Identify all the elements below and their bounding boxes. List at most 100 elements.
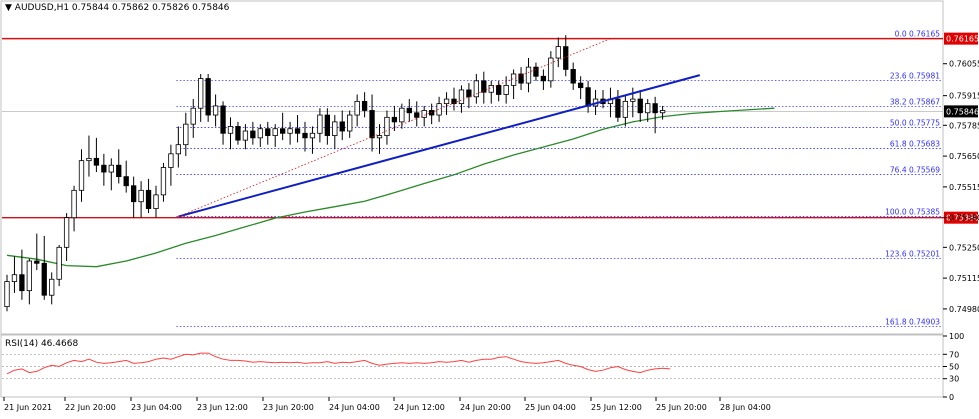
rsi-tick-label: 100 (949, 332, 964, 341)
candle-body (302, 132, 308, 139)
price-tick-label: 0.75250 (949, 243, 979, 252)
rsi-tick-label: 0 (949, 393, 954, 402)
price-tick-label: 0.74980 (949, 305, 979, 314)
candle-body (138, 189, 144, 203)
fib-level-label: 38.2 0.75867 (890, 98, 940, 107)
price-tick-label: 0.75915 (949, 92, 979, 101)
candle-body (414, 112, 420, 118)
time-tick-label: 24 Jun 04:00 (329, 403, 380, 412)
candle (309, 126, 316, 154)
candle (130, 176, 137, 218)
candle-body (56, 246, 62, 280)
price-tick-label: 0.75380 (949, 214, 979, 223)
candle-body (451, 98, 457, 105)
candle (56, 245, 62, 287)
candle (548, 51, 554, 88)
collapse-triangle-icon[interactable]: ▼ (5, 3, 12, 13)
candle-body (384, 116, 390, 136)
trendlines[interactable] (178, 38, 701, 218)
candle (116, 149, 122, 184)
horizontal-lines[interactable]: 0.76165 0.75380 0.75846 (2, 32, 979, 224)
candle-body (503, 84, 509, 95)
moving-average (6, 107, 775, 268)
candle (11, 256, 18, 293)
candle (220, 101, 226, 145)
candle (421, 105, 427, 127)
candle (279, 112, 286, 141)
price-tick-label: 0.75515 (949, 183, 979, 192)
candle-body (466, 89, 472, 98)
candle (19, 249, 25, 300)
rsi-indicator: 100 70 50 30 0 (2, 332, 964, 402)
candle (369, 94, 375, 152)
current-price-label: 0.75846 (946, 107, 979, 116)
fibonacci-levels[interactable]: 0.0 0.76165 23.6 0.75981 38.2 0.75867 50.0 … (176, 30, 941, 327)
fib-level-label: 100.0 0.75385 (885, 208, 940, 217)
candle (361, 92, 368, 118)
candle-body (287, 128, 293, 134)
candle-body (41, 262, 47, 296)
candle-body (458, 89, 465, 105)
candle (324, 108, 331, 145)
candle-body (659, 110, 666, 114)
candle-body (570, 69, 576, 84)
trendline (178, 74, 701, 218)
candle (406, 99, 412, 122)
candle-body (488, 84, 494, 93)
candle-body (34, 260, 40, 264)
candle (26, 258, 33, 305)
candle (145, 178, 152, 214)
candle (384, 110, 390, 145)
price-tick-label: 0.75785 (949, 121, 979, 130)
candle-body (205, 78, 211, 116)
ma-line (6, 107, 775, 268)
candle-body (108, 164, 114, 173)
candle-body (175, 144, 182, 155)
candle-body (510, 73, 517, 86)
candle-body (145, 189, 152, 209)
fib-level-label: 61.8 0.75683 (890, 140, 940, 149)
candle-body (26, 260, 33, 292)
price-pane (0, 0, 944, 335)
candle (71, 185, 77, 232)
symbol-ohlc: AUDUSD,H1 0.75844 0.75862 0.75826 0.7584… (14, 3, 230, 13)
rsi-tick-label: 70 (949, 350, 959, 359)
time-tick-label: 23 Jun 04:00 (131, 403, 182, 412)
candle-body (376, 135, 383, 139)
candle (645, 99, 651, 122)
candle (622, 94, 628, 127)
candle-body (257, 128, 263, 139)
candle (332, 115, 338, 150)
time-tick-label: 21 Jun 2021 (4, 403, 52, 412)
candle-body (473, 80, 480, 98)
candle-body (220, 105, 226, 134)
candle (540, 69, 547, 90)
candle-body (436, 103, 442, 116)
candle-body (78, 160, 85, 191)
price-label: 0.76165 (946, 35, 979, 44)
candle (481, 71, 487, 104)
candles (4, 35, 666, 312)
candle-body (324, 114, 331, 136)
candle-body (265, 128, 271, 136)
candle-body (101, 164, 107, 173)
time-tick-label: 25 Jun 04:00 (525, 403, 576, 412)
candle (183, 112, 189, 157)
candle-body (190, 107, 196, 125)
candle (190, 99, 196, 138)
candle-body (615, 98, 621, 118)
candle (317, 108, 323, 143)
time-tick-label: 25 Jun 12:00 (591, 403, 642, 412)
candle (4, 274, 10, 312)
candle (257, 124, 263, 147)
candle-body (130, 185, 137, 203)
fib-diagonal (178, 38, 611, 217)
candle (518, 67, 524, 90)
candle (339, 110, 345, 141)
candle (443, 92, 450, 116)
candle-body (317, 114, 323, 134)
candle (265, 121, 271, 145)
candle (34, 233, 40, 271)
candle-body (391, 116, 398, 123)
